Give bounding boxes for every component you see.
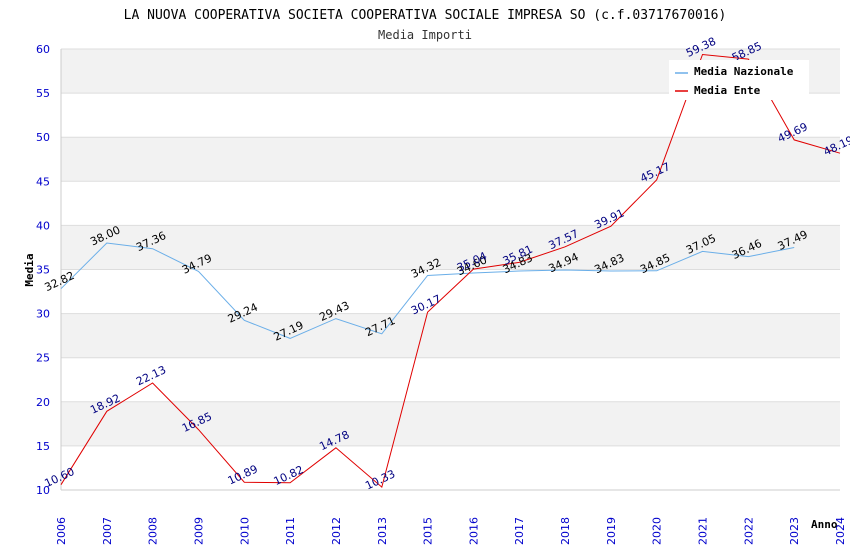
y-tick-label: 60 <box>36 43 50 56</box>
x-tick-label: 2009 <box>192 517 205 545</box>
y-tick-label: 10 <box>36 484 50 497</box>
x-tick-label: 2018 <box>559 517 572 545</box>
x-tick-label: 2017 <box>513 517 526 545</box>
background-band <box>61 401 840 446</box>
x-tick-label: 2015 <box>422 517 435 545</box>
x-tick-label: 2013 <box>376 517 389 545</box>
x-tick-label: 2021 <box>697 517 710 545</box>
x-axis-label: Anno <box>811 518 838 531</box>
legend-label-media-ente: Media Ente <box>694 84 761 97</box>
y-tick-label: 25 <box>36 352 50 365</box>
y-tick-label: 50 <box>36 131 50 144</box>
legend-label-media-nazionale: Media Nazionale <box>694 65 794 78</box>
x-tick-label: 2007 <box>101 517 114 545</box>
background-band <box>61 445 840 490</box>
x-tick-label: 2024 <box>834 517 847 545</box>
legend: Media Nazionale Media Ente <box>669 60 809 100</box>
y-axis-label: Media <box>23 253 36 286</box>
background-band <box>61 93 840 138</box>
y-tick-label: 40 <box>36 219 50 232</box>
x-tick-label: 2019 <box>605 517 618 545</box>
background-band <box>61 181 840 226</box>
y-tick-label: 35 <box>36 264 50 277</box>
series-line-media-nazionale <box>60 242 795 339</box>
x-tick-label: 2010 <box>238 517 251 545</box>
background-bands <box>61 49 840 490</box>
x-axis-ticks: 2006 2007 2008 2009 2010 2011 2012 2013 2015 2016… <box>55 517 847 545</box>
background-band <box>61 225 840 270</box>
series-lines <box>60 53 841 488</box>
y-tick-label: 55 <box>36 87 50 100</box>
background-band <box>61 313 840 358</box>
background-band <box>61 357 840 402</box>
chart-title: LA NUOVA COOPERATIVA SOCIETA COOPERATIVA… <box>124 8 727 23</box>
legend-box <box>669 60 809 100</box>
x-tick-label: 2011 <box>284 517 297 545</box>
series-line-media-ente <box>60 53 841 488</box>
y-tick-label: 15 <box>36 440 50 453</box>
x-tick-label: 2016 <box>467 517 480 545</box>
background-band <box>61 269 840 314</box>
grid-lines <box>60 48 840 491</box>
y-tick-label: 20 <box>36 396 50 409</box>
x-tick-label: 2006 <box>55 517 68 545</box>
x-tick-label: 2012 <box>330 517 343 545</box>
y-axis-ticks: 10 15 20 25 30 35 40 45 50 55 60 <box>36 43 50 497</box>
y-tick-label: 30 <box>36 308 50 321</box>
background-band <box>61 137 840 182</box>
y-tick-label: 45 <box>36 175 50 188</box>
x-tick-label: 2008 <box>147 517 160 545</box>
x-tick-label: 2023 <box>788 517 801 545</box>
x-tick-label: 2022 <box>742 517 755 545</box>
x-tick-label: 2020 <box>651 517 664 545</box>
chart-subtitle: Media Importi <box>378 28 472 42</box>
